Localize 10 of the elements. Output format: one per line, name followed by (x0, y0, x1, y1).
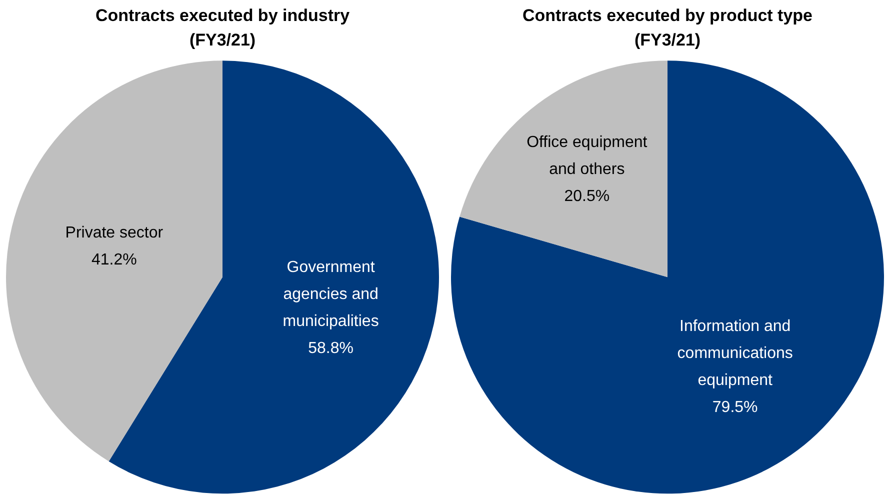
chart-title: Contracts executed by product type (FY3/21) (522, 6, 813, 50)
slice-label: Government agencies and municipalities (282, 258, 379, 330)
slice-label: Information and communications equipment (677, 318, 793, 390)
slice-label: Private sector (65, 224, 164, 242)
data-label: 20.5% (564, 188, 610, 206)
data-label: 79.5% (712, 399, 758, 416)
slice-label: Office equipment and others (526, 134, 648, 178)
data-label: 58.8% (308, 340, 354, 357)
data-label: 41.2% (92, 251, 137, 268)
chart-title: Contracts executed by industry (FY3/21) (95, 6, 350, 50)
